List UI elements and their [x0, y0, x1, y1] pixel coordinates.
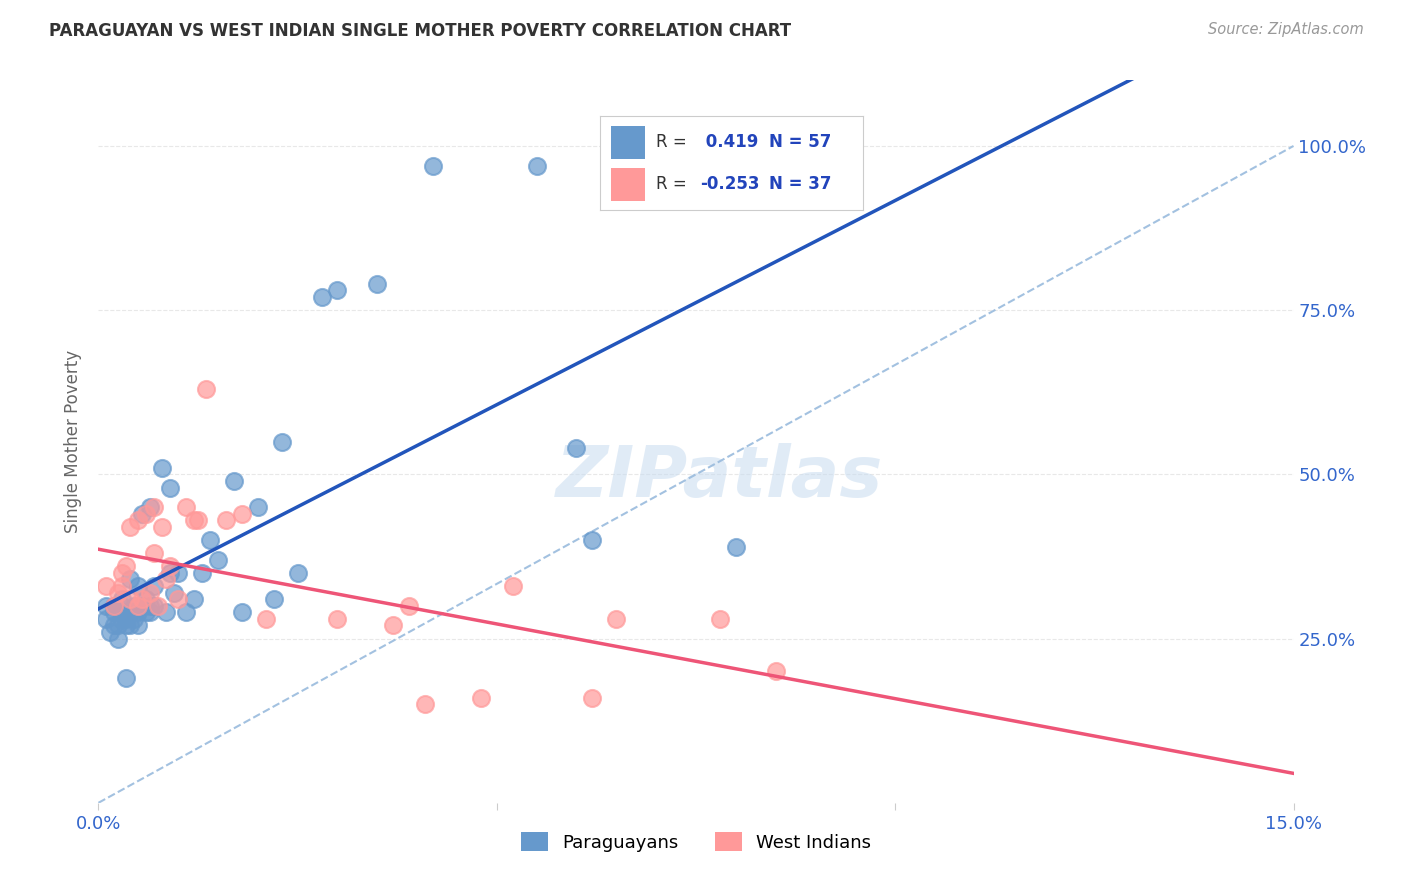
Point: [131, 592, 153, 607]
Point: [120, 618, 142, 632]
Point: [115, 618, 138, 632]
Point: [96, 612, 118, 626]
Point: [120, 605, 142, 619]
Point: [413, 698, 436, 712]
Point: [215, 513, 238, 527]
Point: [139, 605, 162, 619]
Text: Source: ZipAtlas.com: Source: ZipAtlas.com: [1208, 22, 1364, 37]
Point: [107, 618, 129, 632]
Point: [103, 599, 125, 613]
Point: [127, 579, 149, 593]
Point: [287, 566, 309, 580]
Point: [311, 290, 333, 304]
Point: [127, 618, 149, 632]
Point: [167, 592, 190, 607]
Point: [103, 618, 125, 632]
Point: [107, 632, 129, 646]
Point: [366, 277, 388, 291]
Point: [183, 592, 205, 607]
Point: [470, 690, 492, 705]
Point: [131, 507, 153, 521]
Point: [120, 592, 142, 607]
Point: [143, 599, 166, 613]
Point: [96, 599, 118, 613]
Point: [207, 553, 229, 567]
Point: [150, 520, 173, 534]
Point: [139, 585, 162, 599]
Point: [155, 573, 177, 587]
Point: [96, 579, 118, 593]
Point: [139, 500, 162, 515]
Point: [115, 612, 138, 626]
Point: [187, 513, 209, 527]
Point: [111, 592, 134, 607]
Point: [709, 612, 731, 626]
Point: [382, 618, 405, 632]
Point: [143, 500, 166, 515]
Point: [127, 599, 149, 613]
Point: [111, 605, 134, 619]
Point: [222, 474, 245, 488]
Point: [127, 513, 149, 527]
Point: [159, 566, 181, 580]
Point: [231, 605, 253, 619]
Point: [724, 540, 747, 554]
Point: [565, 441, 588, 455]
Point: [150, 460, 173, 475]
Point: [127, 605, 149, 619]
Point: [131, 599, 153, 613]
Point: [135, 507, 157, 521]
Point: [139, 599, 162, 613]
Y-axis label: Single Mother Poverty: Single Mother Poverty: [65, 350, 83, 533]
Point: [270, 434, 292, 449]
Point: [124, 612, 146, 626]
Point: [143, 546, 166, 560]
Point: [326, 284, 349, 298]
Point: [174, 500, 197, 515]
Point: [111, 612, 134, 626]
Point: [581, 533, 603, 547]
Point: [98, 625, 122, 640]
Point: [167, 566, 190, 580]
Point: [198, 533, 221, 547]
Point: [159, 481, 181, 495]
Point: [159, 559, 181, 574]
Point: [120, 520, 142, 534]
Point: [765, 665, 787, 679]
Point: [183, 513, 205, 527]
Point: [191, 566, 214, 580]
Point: [115, 559, 138, 574]
Point: [174, 605, 197, 619]
Point: [135, 592, 157, 607]
Point: [124, 599, 146, 613]
Point: [135, 605, 157, 619]
Point: [398, 599, 420, 613]
Legend: Paraguayans, West Indians: Paraguayans, West Indians: [513, 825, 879, 859]
Point: [155, 605, 177, 619]
Point: [103, 605, 125, 619]
Point: [111, 566, 134, 580]
Point: [254, 612, 277, 626]
Point: [120, 573, 142, 587]
Point: [231, 507, 253, 521]
Point: [263, 592, 285, 607]
Point: [422, 159, 444, 173]
Point: [526, 159, 548, 173]
Point: [581, 690, 603, 705]
Point: [143, 579, 166, 593]
Point: [111, 599, 134, 613]
Point: [107, 585, 129, 599]
Point: [195, 382, 218, 396]
Text: PARAGUAYAN VS WEST INDIAN SINGLE MOTHER POVERTY CORRELATION CHART: PARAGUAYAN VS WEST INDIAN SINGLE MOTHER …: [49, 22, 792, 40]
Point: [605, 612, 627, 626]
Point: [148, 599, 170, 613]
Point: [326, 612, 349, 626]
Text: ZIPatlas: ZIPatlas: [557, 443, 883, 512]
Point: [111, 579, 134, 593]
Point: [115, 671, 138, 685]
Point: [163, 585, 186, 599]
Point: [502, 579, 524, 593]
Point: [246, 500, 269, 515]
Point: [103, 599, 125, 613]
